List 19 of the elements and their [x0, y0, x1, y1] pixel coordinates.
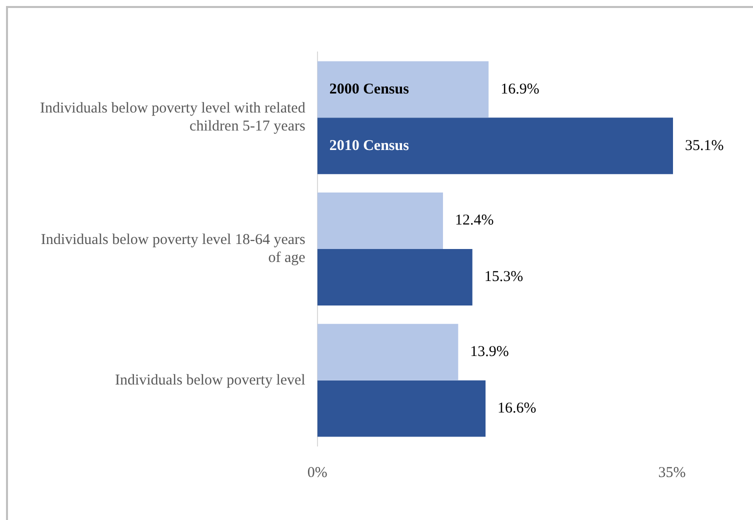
series-label: 2010 Census [329, 138, 410, 154]
data-label: 35.1% [685, 138, 724, 154]
series-label: 2000 Census [329, 81, 410, 98]
bar [317, 192, 443, 249]
x-tick-label: 35% [658, 464, 686, 481]
bar [317, 249, 472, 306]
bar [317, 324, 458, 380]
bar [317, 61, 489, 118]
y-tick-label: Individuals below poverty level with related children 5-17 years [40, 100, 306, 135]
data-label: 12.4% [454, 212, 494, 229]
bar [317, 380, 486, 437]
bar [317, 118, 673, 174]
y-tick-label: Individuals below poverty level [114, 372, 306, 388]
data-label: 13.9% [470, 344, 509, 360]
data-label: 15.3% [484, 269, 524, 286]
data-label: 16.6% [498, 400, 536, 417]
y-tick-label: Individuals below poverty level 18-64 years of age [40, 232, 306, 266]
x-tick-label: 0% [307, 464, 328, 481]
data-label: 16.9% [500, 81, 540, 98]
